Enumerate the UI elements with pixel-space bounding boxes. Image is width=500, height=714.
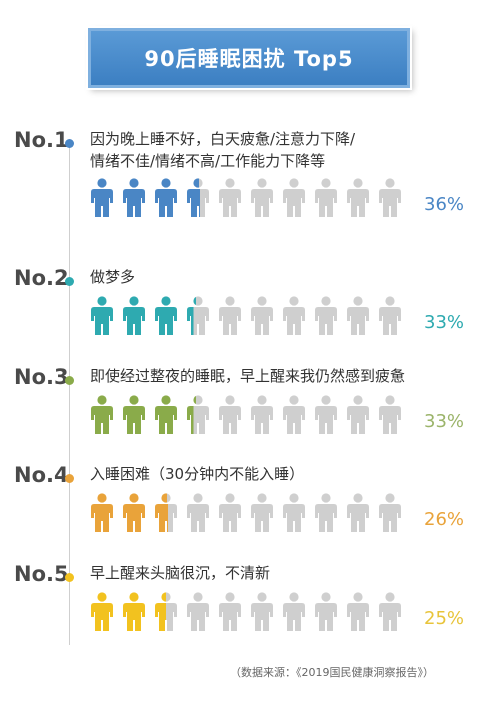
person-icon [377, 178, 403, 222]
person-icon [249, 296, 275, 340]
person-icon [185, 178, 211, 222]
person-icon [217, 296, 243, 340]
person-icon [153, 493, 179, 537]
item-description-line: 入睡困难（30分钟内不能入睡） [90, 465, 305, 483]
item-description: 即使经过整夜的睡眠，早上醒来我仍然感到疲惫 [90, 365, 405, 387]
title-banner: 90后睡眠困扰 Top5 [88, 28, 410, 88]
item-description-line: 情绪不佳/情绪不高/工作能力下降等 [90, 152, 326, 170]
person-icon-row [88, 296, 408, 338]
person-icon [377, 395, 403, 439]
person-icon [89, 395, 115, 439]
person-icon-row [88, 493, 408, 535]
person-icon [121, 296, 147, 340]
person-icon [281, 395, 307, 439]
person-icon [313, 395, 339, 439]
person-icon [121, 592, 147, 636]
person-icon [249, 592, 275, 636]
person-icon [217, 493, 243, 537]
item-description: 入睡困难（30分钟内不能入睡） [90, 463, 304, 485]
timeline-dot [65, 277, 74, 286]
person-icon [313, 592, 339, 636]
timeline-dot [65, 139, 74, 148]
person-icon [345, 592, 371, 636]
person-icon [249, 493, 275, 537]
person-icon [153, 296, 179, 340]
percentage-value: 26% [424, 509, 465, 530]
percentage-value: 33% [424, 411, 465, 432]
timeline-line [69, 145, 70, 645]
timeline-dot [65, 474, 74, 483]
person-icon-row [88, 178, 408, 220]
person-icon [217, 178, 243, 222]
item-description: 因为晚上睡不好，白天疲惫/注意力下降/情绪不佳/情绪不高/工作能力下降等 [90, 128, 355, 172]
person-icon-row [88, 395, 408, 437]
percentage-value: 25% [424, 608, 465, 629]
person-icon [281, 592, 307, 636]
person-icon-row [88, 592, 408, 634]
person-icon [313, 178, 339, 222]
percentage-value: 36% [424, 194, 465, 215]
rank-label: No.5 [14, 562, 69, 586]
person-icon [281, 178, 307, 222]
person-icon [377, 493, 403, 537]
person-icon [89, 296, 115, 340]
person-icon [249, 178, 275, 222]
item-description-line: 因为晚上睡不好，白天疲惫/注意力下降/ [90, 130, 356, 148]
timeline-dot [65, 573, 74, 582]
person-icon [153, 178, 179, 222]
item-description-line: 做梦多 [90, 268, 136, 286]
person-icon [153, 592, 179, 636]
person-icon [345, 395, 371, 439]
person-icon [377, 592, 403, 636]
rank-label: No.4 [14, 463, 69, 487]
person-icon [345, 178, 371, 222]
person-icon [89, 178, 115, 222]
person-icon [313, 296, 339, 340]
person-icon [121, 395, 147, 439]
percentage-value: 33% [424, 312, 465, 333]
chart-title: 90后睡眠困扰 Top5 [144, 47, 354, 71]
person-icon [89, 493, 115, 537]
person-icon [121, 178, 147, 222]
person-icon [121, 493, 147, 537]
person-icon [185, 493, 211, 537]
person-icon [281, 296, 307, 340]
person-icon [377, 296, 403, 340]
item-description-line: 早上醒来头脑很沉，不清新 [90, 564, 271, 582]
rank-label: No.3 [14, 365, 69, 389]
person-icon [89, 592, 115, 636]
item-description: 早上醒来头脑很沉，不清新 [90, 562, 270, 584]
item-description: 做梦多 [90, 266, 135, 288]
item-description-line: 即使经过整夜的睡眠，早上醒来我仍然感到疲惫 [90, 367, 406, 385]
person-icon [185, 395, 211, 439]
rank-label: No.2 [14, 266, 69, 290]
person-icon [185, 592, 211, 636]
person-icon [345, 296, 371, 340]
rank-label: No.1 [14, 128, 69, 152]
person-icon [217, 395, 243, 439]
person-icon [217, 592, 243, 636]
person-icon [249, 395, 275, 439]
person-icon [153, 395, 179, 439]
timeline-dot [65, 376, 74, 385]
person-icon [185, 296, 211, 340]
data-source: （数据来源：《2019国民健康洞察报告》） [230, 666, 434, 679]
person-icon [313, 493, 339, 537]
person-icon [281, 493, 307, 537]
person-icon [345, 493, 371, 537]
